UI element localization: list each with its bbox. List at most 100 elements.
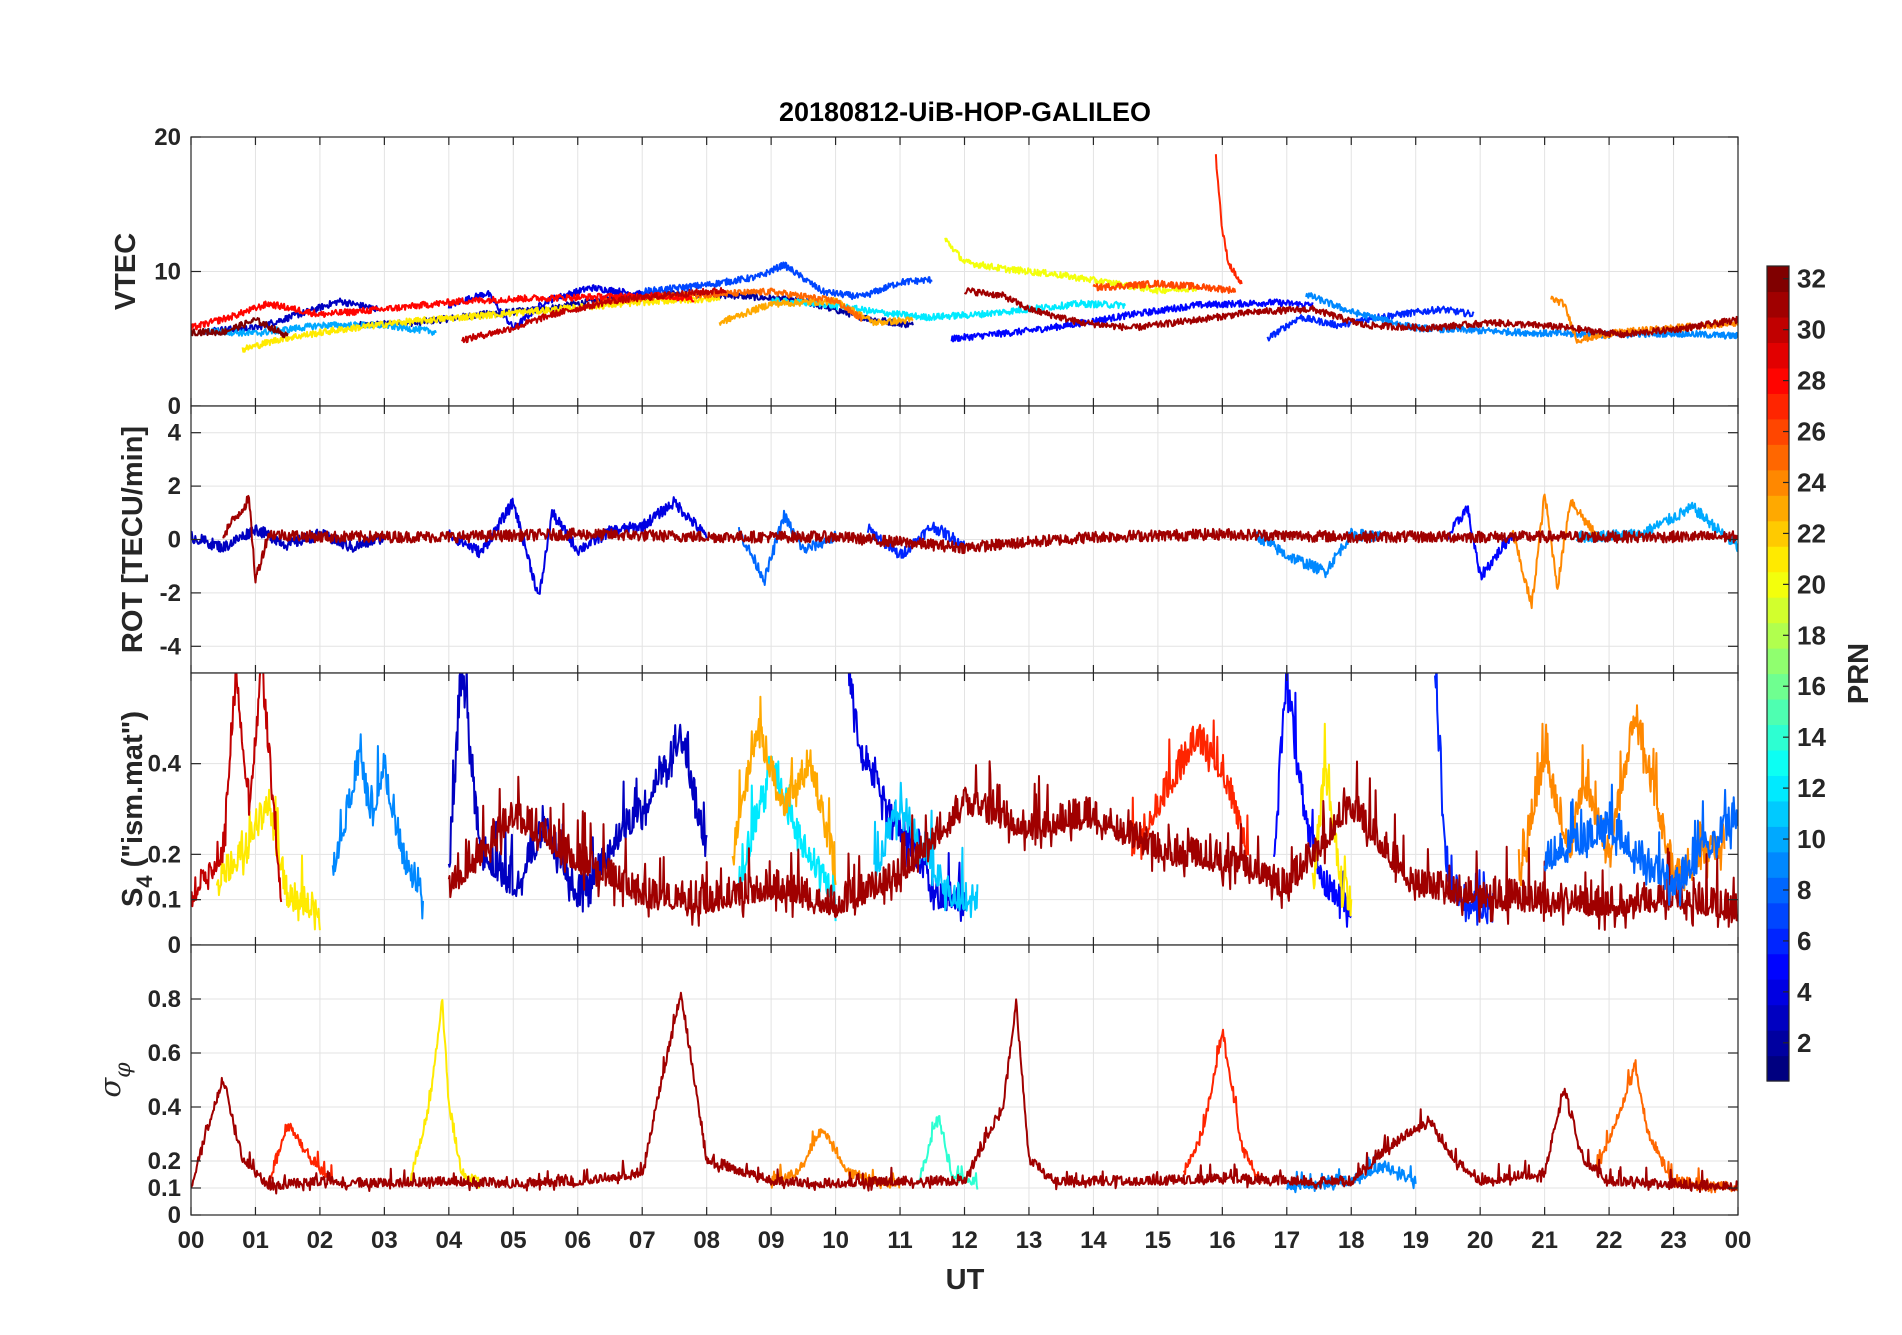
- series-line-prn-31: [447, 760, 1738, 931]
- colorbar-segment: [1767, 495, 1789, 522]
- x-tick-label: 08: [693, 1227, 720, 1254]
- panel-4: 00.10.2 0.4 0.6 0.8 σφ: [93, 944, 1739, 1229]
- x-axis-label: UT: [946, 1264, 985, 1296]
- colorbar-segment: [1767, 597, 1789, 624]
- x-tick-label: 17: [1273, 1227, 1300, 1254]
- colorbar-tick-label: 2: [1797, 1028, 1811, 1058]
- y-tick-label: 2: [168, 473, 181, 500]
- colorbar-segment: [1767, 469, 1789, 496]
- series-line-prn-21: [241, 294, 721, 353]
- y-tick-label: 0.8: [148, 986, 181, 1013]
- series-line-prn-31: [222, 494, 1738, 584]
- series-line-prn-26: [1092, 279, 1237, 294]
- colorbar-frame: [1766, 265, 1790, 1082]
- colorbar-segment: [1767, 698, 1789, 726]
- series-line-prn-12: [770, 297, 1126, 322]
- colorbar-segment: [1767, 418, 1789, 445]
- x-tick-label: 22: [1596, 1227, 1623, 1254]
- series-line-prn-27: [1182, 1028, 1262, 1184]
- x-tick-label: 21: [1531, 1227, 1558, 1254]
- colorbar-segment: [1767, 902, 1789, 929]
- series-line-prn-27: [267, 1122, 334, 1185]
- x-tick-label: 01: [242, 1227, 269, 1254]
- colorbar-segment: [1767, 367, 1789, 394]
- colorbar-segment: [1767, 342, 1789, 369]
- colorbar-segment: [1767, 393, 1789, 420]
- y-tick-label: 0: [168, 932, 181, 959]
- colorbar-segment: [1767, 800, 1789, 827]
- x-tick-label: 12: [951, 1227, 978, 1254]
- series-group: [191, 673, 1738, 931]
- y-tick-label: 0.4: [148, 751, 182, 778]
- series-line-prn-32: [191, 317, 289, 339]
- y-axis-label: S4 ("ism.mat"): [117, 711, 157, 907]
- series-line-prn-23: [731, 695, 837, 886]
- series-line-prn-21: [215, 788, 321, 931]
- panel-3: 00.10.20.4S4 ("ism.mat"): [117, 672, 1739, 959]
- series-line-prn-31: [191, 991, 1738, 1195]
- series-line-prn-3: [447, 673, 708, 913]
- colorbar-segment: [1767, 1030, 1789, 1057]
- colorbar-tick-label: 16: [1797, 671, 1826, 701]
- y-tick-label: 0: [168, 1202, 181, 1229]
- series-line-prn-20: [944, 237, 1198, 295]
- colorbar-tick-label: 4: [1797, 977, 1812, 1007]
- y-tick-label: 0.4: [148, 1094, 182, 1121]
- series-line-prn-6: [1266, 305, 1475, 342]
- colorbar-segment: [1767, 877, 1789, 904]
- x-tick-label: 23: [1660, 1227, 1687, 1254]
- y-tick-label: 0.1: [148, 1175, 181, 1202]
- y-axis-label-sub: φ: [111, 1062, 136, 1078]
- colorbar-segment: [1767, 444, 1789, 471]
- series-line-prn-23: [718, 296, 914, 327]
- series-line-prn-5: [950, 298, 1314, 343]
- series-line-prn-10: [203, 321, 437, 337]
- colorbar-tick-label: 24: [1797, 467, 1826, 497]
- y-tick-label: 20: [154, 124, 181, 151]
- colorbar-segment: [1767, 266, 1789, 293]
- x-tick-label: 00: [1725, 1227, 1752, 1254]
- colorbar-segment: [1767, 673, 1789, 700]
- colorbar-segment: [1767, 648, 1789, 675]
- colorbar-segment: [1767, 953, 1789, 980]
- series-line-prn-31: [963, 287, 1738, 339]
- colorbar-segment: [1767, 520, 1789, 547]
- x-tick-label: 05: [500, 1227, 527, 1254]
- y-tick-label: -4: [160, 633, 182, 660]
- colorbar-tick-label: 28: [1797, 366, 1826, 396]
- y-axis-label-rest: ("ism.mat"): [117, 711, 149, 875]
- y-tick-label: -2: [160, 580, 181, 607]
- colorbar-tick-label: 6: [1797, 926, 1811, 956]
- colorbar-segment: [1767, 979, 1789, 1006]
- series-line-prn-9: [331, 733, 424, 920]
- x-tick-label: 18: [1338, 1227, 1365, 1254]
- y-axis-label: ROT [TECU/min]: [117, 426, 149, 653]
- colorbar-tick-label: 12: [1797, 773, 1826, 803]
- series-line-prn-30: [460, 287, 727, 344]
- series-line-prn-24: [1511, 493, 1598, 610]
- colorbar-segment: [1767, 826, 1789, 853]
- colorbar-segment: [1767, 749, 1789, 776]
- series-line-prn-3: [191, 524, 386, 553]
- y-axis-label: VTEC: [110, 233, 142, 310]
- x-tick-label: 07: [629, 1227, 656, 1254]
- x-tick-label: 11: [887, 1227, 912, 1254]
- colorbar-segment: [1767, 622, 1789, 649]
- colorbar-segment: [1767, 316, 1789, 344]
- x-tick-label: 09: [758, 1227, 785, 1254]
- x-tick-label: 00: [178, 1227, 205, 1254]
- series-line-prn-5: [1447, 505, 1514, 581]
- y-tick-label: 0.2: [148, 841, 181, 868]
- series-line-prn-7: [641, 261, 933, 301]
- y-tick-label: 0.2: [148, 1148, 181, 1175]
- y-axis-label-sub: 4: [132, 875, 157, 888]
- colorbar-tick-label: 10: [1797, 824, 1826, 854]
- series-line-prn-30: [191, 673, 283, 908]
- x-tick-label: 16: [1209, 1227, 1236, 1254]
- colorbar-segment: [1767, 291, 1789, 318]
- colorbar-tick-label: 18: [1797, 620, 1826, 650]
- series-line-prn-27: [1131, 719, 1250, 860]
- colorbar-tick-label: 22: [1797, 518, 1826, 548]
